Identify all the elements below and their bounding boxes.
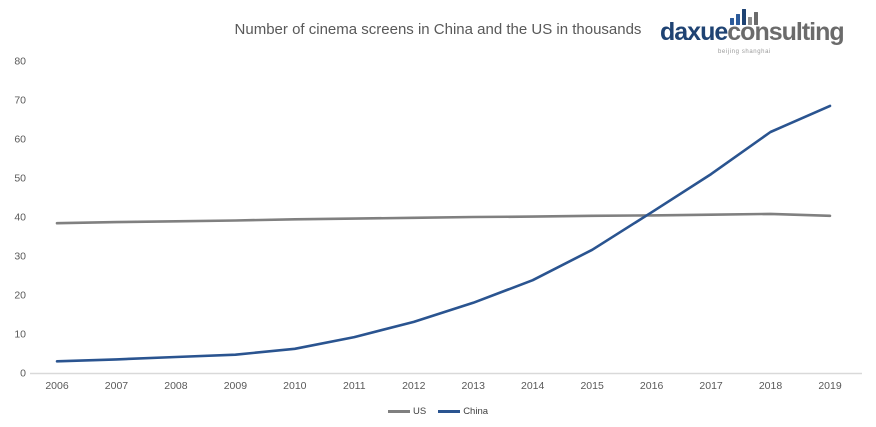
x-tick-label: 2015 xyxy=(580,380,604,392)
y-tick-label: 40 xyxy=(14,212,26,224)
legend-label-china: China xyxy=(463,406,489,417)
legend-item-china: China xyxy=(438,406,488,417)
logo-bar xyxy=(748,17,752,25)
logo-word-consulting: consulting xyxy=(727,18,844,46)
logo-word-daxue: daxue xyxy=(660,18,728,46)
x-tick-label: 2013 xyxy=(462,380,486,392)
logo-bar xyxy=(730,18,734,25)
logo-bar xyxy=(736,14,740,25)
x-tick-label: 2011 xyxy=(343,380,366,392)
logo-bar xyxy=(754,12,758,25)
series-line-china xyxy=(55,104,832,363)
bar-chart-icon xyxy=(730,8,758,25)
x-tick-label: 2009 xyxy=(224,380,248,392)
y-tick-label: 50 xyxy=(14,173,26,185)
y-tick-label: 80 xyxy=(14,56,26,68)
x-tick-label: 2007 xyxy=(105,380,129,392)
chart-title: Number of cinema screens in China and th… xyxy=(234,21,642,38)
logo-tagline: beijing shanghai xyxy=(718,49,771,55)
x-tick-label: 2019 xyxy=(818,380,842,392)
x-tick-label: 2016 xyxy=(640,380,664,392)
x-tick-label: 2010 xyxy=(283,380,307,392)
x-tick-label: 2012 xyxy=(402,380,426,392)
series-line-us xyxy=(55,212,832,225)
y-tick-label: 0 xyxy=(20,368,26,380)
y-tick-label: 10 xyxy=(14,329,26,341)
logo-wordmark: daxueconsulting xyxy=(660,18,845,47)
x-tick-label: 2017 xyxy=(699,380,723,392)
x-tick-label: 2014 xyxy=(521,380,545,392)
legend-label-us: US xyxy=(412,406,427,417)
y-tick-label: 20 xyxy=(14,290,26,302)
x-tick-label: 2008 xyxy=(164,380,188,392)
chart-legend: US China xyxy=(0,406,876,417)
us-line-swatch xyxy=(387,410,410,413)
y-tick-label: 60 xyxy=(14,134,26,146)
china-line-swatch xyxy=(438,410,461,413)
y-tick-label: 30 xyxy=(14,251,26,263)
y-tick-label: 70 xyxy=(14,95,26,107)
logo-bar xyxy=(742,9,746,25)
x-tick-label: 2018 xyxy=(759,380,783,392)
daxue-consulting-logo: daxueconsulting beijing shanghai xyxy=(660,6,860,60)
x-tick-label: 2006 xyxy=(45,380,69,392)
legend-item-us: US xyxy=(387,406,427,417)
